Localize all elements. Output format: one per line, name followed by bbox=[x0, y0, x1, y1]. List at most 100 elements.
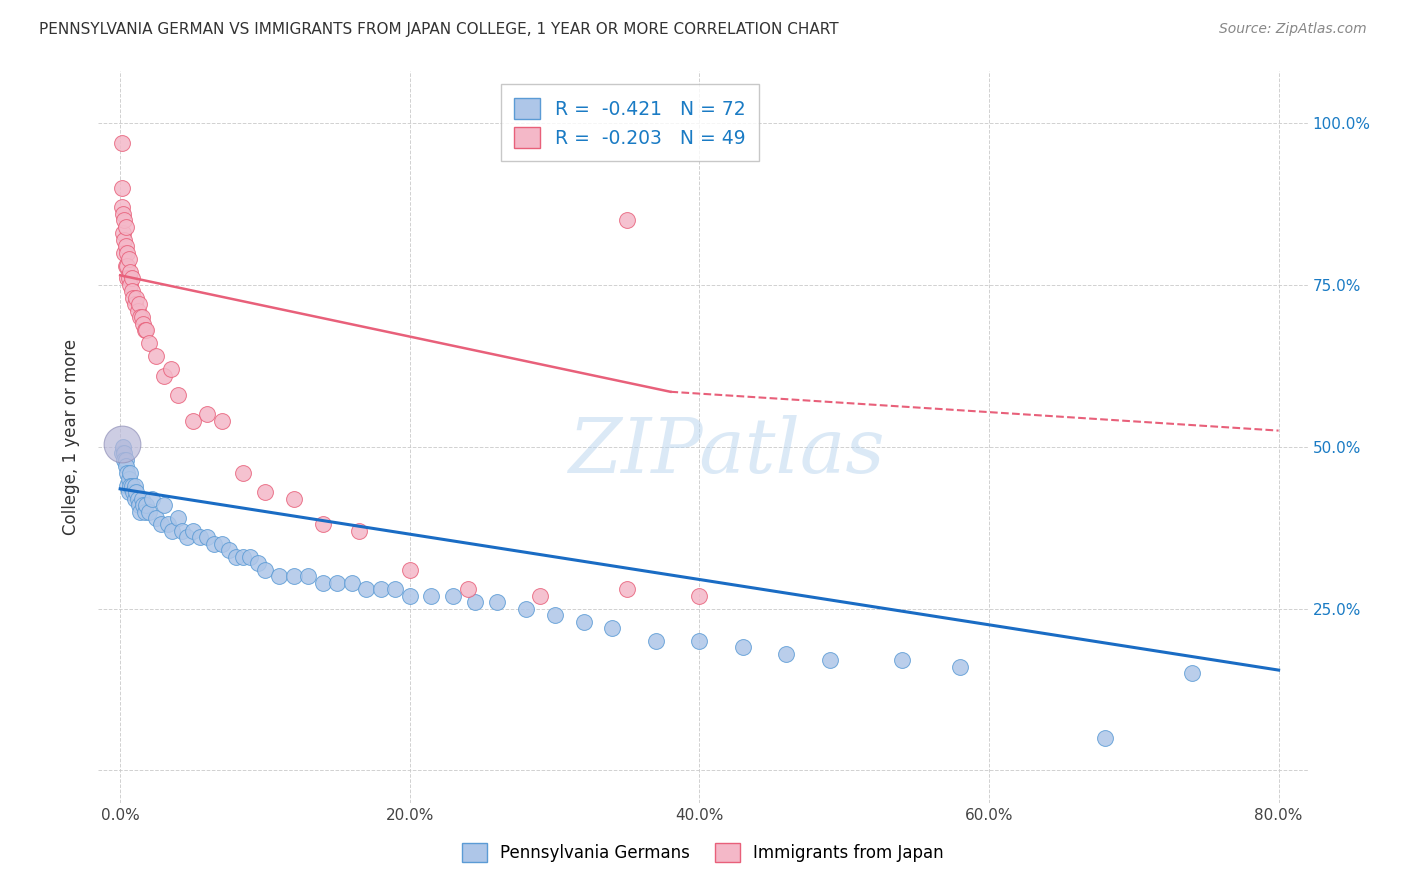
Point bbox=[131, 491, 153, 506]
Point bbox=[128, 297, 150, 311]
Point bbox=[120, 466, 142, 480]
Point bbox=[120, 277, 142, 292]
Point bbox=[114, 213, 136, 227]
Point bbox=[202, 537, 225, 551]
Point bbox=[115, 239, 138, 253]
Point bbox=[138, 336, 160, 351]
Point bbox=[616, 213, 638, 227]
Point bbox=[128, 498, 150, 512]
Point bbox=[122, 291, 145, 305]
Point bbox=[110, 136, 132, 150]
Point bbox=[118, 472, 141, 486]
Point bbox=[211, 414, 233, 428]
Point bbox=[121, 285, 143, 299]
Point bbox=[457, 582, 479, 597]
Point bbox=[112, 440, 135, 454]
Point bbox=[167, 388, 190, 402]
Point bbox=[340, 575, 363, 590]
Point bbox=[125, 291, 148, 305]
Y-axis label: College, 1 year or more: College, 1 year or more bbox=[62, 339, 80, 535]
Point bbox=[149, 517, 172, 532]
Text: PENNSYLVANIA GERMAN VS IMMIGRANTS FROM JAPAN COLLEGE, 1 YEAR OR MORE CORRELATION: PENNSYLVANIA GERMAN VS IMMIGRANTS FROM J… bbox=[39, 22, 839, 37]
Point bbox=[132, 498, 155, 512]
Point bbox=[398, 563, 420, 577]
Point bbox=[891, 653, 914, 667]
Point bbox=[124, 478, 146, 492]
Point bbox=[118, 252, 141, 266]
Point bbox=[195, 530, 218, 544]
Point bbox=[246, 557, 269, 571]
Point bbox=[645, 634, 668, 648]
Point bbox=[118, 485, 141, 500]
Point bbox=[347, 524, 370, 538]
Point bbox=[283, 491, 305, 506]
Point bbox=[818, 653, 841, 667]
Point bbox=[384, 582, 406, 597]
Point bbox=[152, 368, 174, 383]
Legend: Pennsylvania Germans, Immigrants from Japan: Pennsylvania Germans, Immigrants from Ja… bbox=[454, 834, 952, 871]
Point bbox=[602, 621, 624, 635]
Point bbox=[152, 498, 174, 512]
Point bbox=[232, 549, 254, 564]
Point bbox=[110, 181, 132, 195]
Point bbox=[159, 362, 181, 376]
Point bbox=[688, 634, 710, 648]
Point bbox=[114, 245, 136, 260]
Point bbox=[283, 569, 305, 583]
Point bbox=[485, 595, 508, 609]
Point bbox=[529, 589, 551, 603]
Point bbox=[121, 271, 143, 285]
Point bbox=[117, 271, 139, 285]
Point bbox=[125, 485, 148, 500]
Point bbox=[112, 226, 135, 240]
Point bbox=[1094, 731, 1116, 745]
Point bbox=[134, 323, 156, 337]
Point bbox=[115, 459, 138, 474]
Point bbox=[127, 491, 149, 506]
Point bbox=[112, 207, 135, 221]
Point bbox=[515, 601, 537, 615]
Point bbox=[124, 297, 146, 311]
Point bbox=[124, 491, 146, 506]
Legend: R =  -0.421   N = 72, R =  -0.203   N = 49: R = -0.421 N = 72, R = -0.203 N = 49 bbox=[501, 85, 759, 161]
Point bbox=[253, 485, 276, 500]
Point bbox=[218, 543, 240, 558]
Point bbox=[356, 582, 378, 597]
Point bbox=[127, 303, 149, 318]
Point bbox=[464, 595, 486, 609]
Point bbox=[253, 563, 276, 577]
Point bbox=[1181, 666, 1204, 681]
Point bbox=[326, 575, 349, 590]
Point bbox=[129, 504, 152, 518]
Point bbox=[162, 524, 184, 538]
Point bbox=[141, 491, 163, 506]
Point bbox=[122, 485, 145, 500]
Point bbox=[118, 271, 141, 285]
Point bbox=[188, 530, 211, 544]
Point bbox=[572, 615, 595, 629]
Point bbox=[129, 310, 152, 325]
Point bbox=[110, 446, 132, 460]
Point bbox=[121, 478, 143, 492]
Point bbox=[132, 317, 155, 331]
Point bbox=[117, 245, 139, 260]
Point bbox=[731, 640, 754, 655]
Point bbox=[131, 310, 153, 325]
Point bbox=[117, 259, 139, 273]
Point bbox=[441, 589, 464, 603]
Point bbox=[312, 517, 335, 532]
Point bbox=[134, 504, 156, 518]
Point bbox=[156, 517, 179, 532]
Point bbox=[114, 233, 136, 247]
Point bbox=[117, 466, 139, 480]
Point bbox=[543, 608, 565, 623]
Text: ZIPatlas: ZIPatlas bbox=[569, 415, 886, 489]
Point bbox=[115, 452, 138, 467]
Point bbox=[145, 511, 167, 525]
Point bbox=[115, 219, 138, 234]
Point bbox=[616, 582, 638, 597]
Point bbox=[176, 530, 198, 544]
Point bbox=[145, 349, 167, 363]
Point bbox=[120, 265, 142, 279]
Point bbox=[181, 414, 204, 428]
